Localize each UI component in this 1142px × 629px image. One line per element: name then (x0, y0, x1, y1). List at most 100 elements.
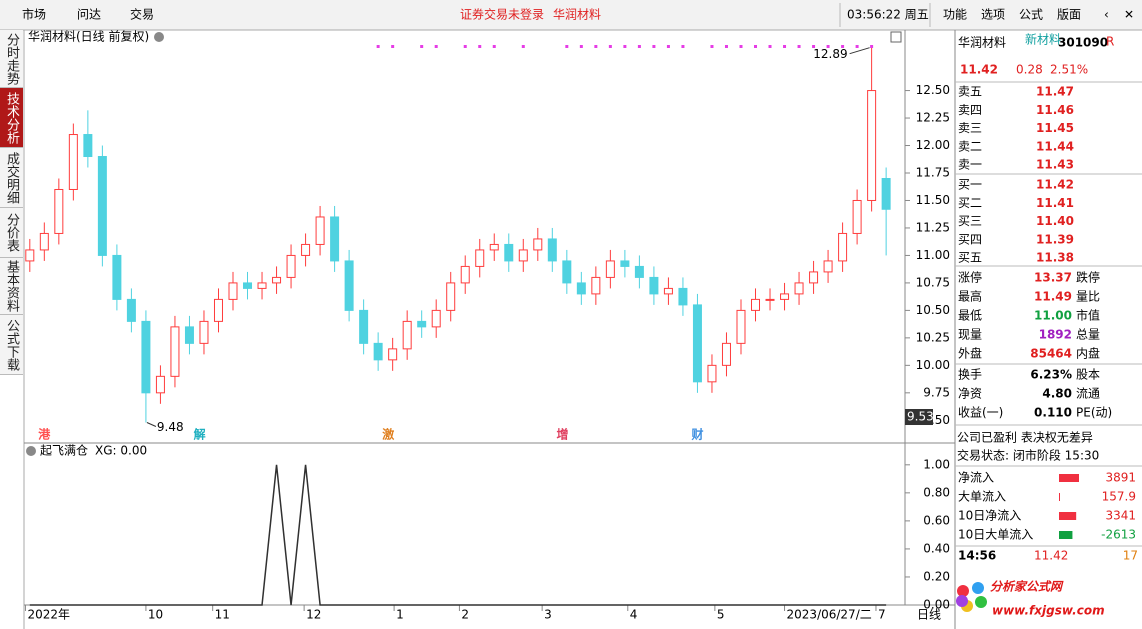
book-label: 卖三 (958, 121, 982, 135)
menu-item: 问达 (77, 8, 101, 22)
event-label: 增 (556, 427, 568, 442)
candle-body (475, 249, 485, 267)
candle-body (649, 276, 659, 295)
stat-label: 现量 (958, 328, 982, 342)
candle-body (272, 276, 282, 284)
candle-body (373, 342, 383, 361)
stat-label: 最低 (958, 309, 982, 323)
menu-item: 市场 (22, 7, 46, 22)
flow-label: 10日净流入 (958, 509, 1021, 523)
signal-dot (623, 45, 627, 48)
side-tab[interactable]: 分时走势 (0, 30, 23, 88)
window-icon[interactable] (890, 31, 902, 43)
signal-dot (783, 45, 787, 48)
signal-dot (768, 45, 772, 48)
event-label: 港 (38, 427, 51, 442)
candle-body (301, 243, 311, 256)
y-tick-label: 11.25 (916, 220, 950, 234)
candle-body (39, 232, 49, 251)
stat-label: 最高 (958, 289, 982, 304)
title-icon[interactable] (154, 32, 164, 42)
candle-body (54, 188, 64, 234)
candle-body (605, 260, 615, 278)
candle-body (751, 298, 761, 311)
candle-body (867, 90, 877, 201)
logo-petal (957, 585, 969, 597)
change-pct: 2.51% (1050, 63, 1088, 77)
x-tick-label: 3 (544, 608, 552, 622)
signal-dot (565, 45, 569, 48)
signal-dot (826, 45, 830, 48)
side-tab[interactable]: 分价表 (0, 208, 23, 258)
book-label: 买五 (958, 251, 982, 265)
signal-dot (391, 45, 395, 48)
book-price: 11.44 (1036, 139, 1074, 153)
flow-bar (1059, 512, 1077, 520)
candle-body (402, 320, 412, 350)
signal-dot (420, 45, 424, 48)
clock: 03:56:22 周五 (847, 8, 929, 22)
signal-dot (652, 45, 656, 48)
x-tick-label: 7 (878, 608, 886, 622)
y-tick-label: 0.00 (923, 598, 950, 612)
notice: 证券交易未登录 (460, 7, 544, 22)
book-price: 11.39 (1036, 232, 1074, 246)
candle-body (112, 254, 122, 300)
url: www.fxjgsw.com (992, 604, 1105, 618)
event-label: 解 (194, 427, 206, 442)
y-tick-label: 10.25 (916, 330, 950, 344)
stat-label: 跌停 (1076, 270, 1100, 285)
y-tick-label: 10.00 (916, 358, 950, 372)
book-price: 11.43 (1036, 158, 1074, 172)
flag: R (1106, 35, 1114, 49)
side-tab[interactable]: 基本资料 (0, 258, 23, 315)
y-tick-label: 1.00 (923, 457, 950, 471)
candle-body (881, 177, 891, 210)
book-label: 卖一 (958, 158, 982, 172)
back-icon[interactable]: ‹ (1104, 8, 1109, 22)
flow-bar (1059, 493, 1060, 501)
side-tab[interactable]: 成交明细 (0, 148, 23, 208)
flow-bar (1059, 474, 1079, 482)
menu-bar (0, 0, 1142, 30)
event-label: 激 (382, 427, 394, 442)
y-tick-label: 12.00 (916, 138, 950, 152)
candle-body (170, 326, 180, 377)
book-price: 11.47 (1036, 85, 1074, 99)
candle-body (518, 249, 528, 262)
book-label: 卖四 (958, 103, 982, 117)
side-tab[interactable]: 技术分析 (0, 88, 23, 148)
stat-value: 11.49 (1034, 290, 1072, 304)
side-tab[interactable]: 公式下载 (0, 315, 23, 375)
x-tick-label: 4 (630, 608, 638, 622)
candle-body (25, 249, 35, 262)
stat-label: 内盘 (1076, 346, 1100, 361)
x-tick-label: 2022年 (27, 608, 70, 622)
indicator-legend: XG: 0.00 (95, 444, 147, 458)
logo-center (968, 593, 976, 601)
x-tick-label: 11 (215, 608, 230, 622)
flow-bar (1059, 531, 1073, 539)
book-price: 11.42 (1036, 178, 1074, 192)
stat-label: 净资 (958, 387, 982, 401)
candle-body (562, 260, 572, 284)
indicator-icon[interactable] (26, 446, 36, 456)
candle-body (126, 298, 136, 322)
x-tick-label: 12 (306, 608, 321, 622)
signal-dot (724, 45, 728, 48)
close-icon[interactable]: ✕ (1124, 8, 1134, 22)
x-tick-label: 10 (148, 608, 163, 622)
y-tick-label: 10.50 (916, 303, 950, 317)
candle-body (663, 287, 673, 295)
signal-dot (521, 45, 525, 48)
signal-line (29, 464, 887, 606)
flow-label: 10日大单流入 (958, 528, 1033, 542)
menu-item: 公式 (1019, 8, 1043, 22)
chart-title: 华润材料(日线 前复权) (28, 29, 149, 44)
candle-body (213, 298, 223, 322)
candle-body (591, 276, 601, 295)
period: 日线 (917, 608, 941, 622)
candle-body (838, 232, 848, 262)
flow-value: -2613 (1101, 528, 1136, 542)
